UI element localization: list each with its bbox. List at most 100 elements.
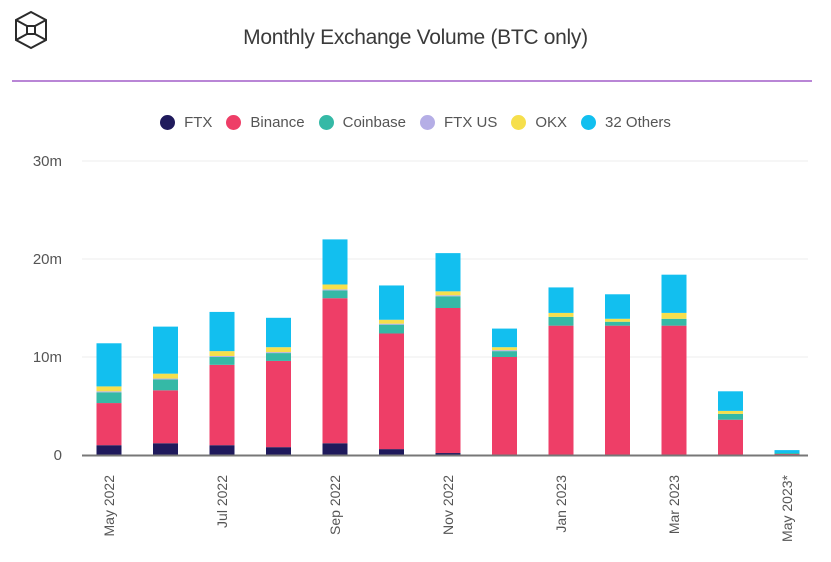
legend-label: OKX	[535, 114, 568, 131]
bar-segment-32-others[interactable]	[379, 285, 404, 320]
bar-segment-okx[interactable]	[605, 318, 630, 322]
x-tick-label: May 2023*	[779, 474, 795, 541]
bar-segment-32-others[interactable]	[492, 328, 517, 348]
bar-segment-coinbase[interactable]	[492, 351, 517, 357]
legend-label: 32 Others	[605, 114, 671, 131]
bar-segment-ftx-us[interactable]	[96, 391, 122, 393]
bar-segment-ftx[interactable]	[153, 443, 178, 455]
bar-stack	[548, 287, 574, 455]
legend-swatch	[581, 115, 597, 130]
bar-segment-okx[interactable]	[153, 373, 178, 379]
bar-segment-binance[interactable]	[266, 360, 291, 448]
bar-stack	[661, 274, 687, 455]
bar-segment-binance[interactable]	[435, 308, 461, 454]
bar-segment-32-others[interactable]	[718, 391, 743, 411]
bar-segment-ftx-us[interactable]	[153, 378, 178, 380]
legend-label: Binance	[250, 114, 305, 131]
bar-stack	[605, 294, 630, 455]
bar-segment-ftx[interactable]	[435, 453, 461, 455]
bar-segment-coinbase[interactable]	[322, 290, 348, 299]
legend-item-okx[interactable]: OKX	[511, 114, 567, 131]
x-tick-label: Nov 2022	[440, 475, 456, 535]
bar-segment-32-others[interactable]	[605, 294, 630, 319]
bar-segment-coinbase[interactable]	[379, 324, 404, 334]
x-tick-label: Mar 2023	[666, 475, 682, 534]
bar-segment-32-others[interactable]	[322, 239, 348, 285]
bar-segment-okx[interactable]	[661, 312, 687, 319]
legend-item-coinbase[interactable]: Coinbase	[318, 114, 407, 131]
bar-segment-32-others[interactable]	[96, 343, 122, 387]
legend-item-binance[interactable]: Binance	[226, 114, 305, 131]
bar-segment-32-others[interactable]	[266, 317, 291, 348]
bar-segment-32-others[interactable]	[209, 311, 235, 352]
bar-segment-binance[interactable]	[661, 325, 687, 455]
bar-stack	[492, 328, 517, 455]
bar-segment-ftx-us[interactable]	[322, 289, 348, 291]
bar-segment-ftx-us[interactable]	[266, 352, 291, 354]
bar-segment-okx[interactable]	[266, 347, 291, 353]
bar-segment-binance[interactable]	[153, 390, 178, 444]
bar-segment-binance[interactable]	[209, 364, 235, 446]
bar-segment-32-others[interactable]	[661, 274, 687, 313]
bar-segment-binance[interactable]	[548, 325, 574, 455]
bar-segment-binance[interactable]	[379, 333, 404, 450]
bar-segment-okx[interactable]	[209, 351, 235, 357]
legend-swatch	[318, 115, 334, 130]
legend-label: FTX	[184, 114, 213, 131]
bar-segment-32-others[interactable]	[153, 326, 178, 374]
legend-item-32-others[interactable]: 32 Others	[581, 114, 671, 131]
bar-segment-ftx-us[interactable]	[435, 295, 461, 297]
bar-segment-coinbase[interactable]	[209, 357, 235, 365]
x-tick-label: Jan 2023	[553, 475, 569, 533]
bar-segment-binance[interactable]	[322, 298, 348, 444]
legend-item-ftx[interactable]: FTX	[160, 114, 212, 131]
bar-segment-okx[interactable]	[718, 410, 743, 414]
y-tick-label: 0	[54, 447, 62, 464]
bar-segment-coinbase[interactable]	[774, 453, 800, 455]
chart-legend: FTX Binance Coinbase FTX US OKX 32 Others	[0, 114, 831, 131]
bar-segment-okx[interactable]	[379, 319, 404, 324]
bar-segment-32-others[interactable]	[435, 253, 461, 292]
bar-segment-32-others[interactable]	[774, 450, 800, 454]
bar-segment-coinbase[interactable]	[153, 379, 178, 391]
x-tick-label: May 2022	[101, 475, 117, 537]
bar-segment-coinbase[interactable]	[266, 353, 291, 361]
bar-segment-okx[interactable]	[96, 386, 122, 392]
bar-stack	[718, 391, 743, 455]
bar-stack	[209, 311, 235, 455]
bar-stack	[774, 450, 800, 455]
bar-segment-ftx[interactable]	[96, 445, 122, 455]
bar-segment-okx[interactable]	[435, 291, 461, 296]
bar-segment-32-others[interactable]	[548, 287, 574, 313]
bar-segment-coinbase[interactable]	[661, 318, 687, 326]
bar-segment-coinbase[interactable]	[548, 316, 574, 326]
bar-segment-ftx-us[interactable]	[379, 323, 404, 325]
bar-segment-ftx[interactable]	[322, 443, 348, 455]
bar-segment-binance[interactable]	[492, 357, 517, 455]
bar-segment-coinbase[interactable]	[718, 413, 743, 420]
chart-title: Monthly Exchange Volume (BTC only)	[243, 26, 588, 49]
bar-stack	[379, 285, 404, 455]
bar-segment-ftx-us[interactable]	[209, 356, 235, 357]
bar-segment-binance[interactable]	[605, 325, 630, 455]
bar-segment-coinbase[interactable]	[435, 296, 461, 308]
bar-stack	[96, 343, 122, 455]
bar-segment-ftx[interactable]	[209, 445, 235, 455]
bar-segment-ftx[interactable]	[266, 447, 291, 455]
bar-segment-coinbase[interactable]	[96, 392, 122, 404]
bar-segment-ftx-us[interactable]	[492, 350, 517, 352]
bar-segment-binance[interactable]	[718, 419, 743, 455]
bar-segment-okx[interactable]	[322, 284, 348, 290]
legend-swatch	[511, 115, 527, 130]
legend-swatch	[420, 115, 436, 130]
legend-label: Coinbase	[342, 114, 407, 131]
bar-segment-coinbase[interactable]	[605, 321, 630, 326]
legend-item-ftx-us[interactable]: FTX US	[420, 114, 497, 131]
y-tick-label: 10m	[33, 349, 62, 366]
bar-stack	[153, 326, 178, 455]
bar-segment-okx[interactable]	[548, 312, 574, 317]
bar-segment-okx[interactable]	[492, 347, 517, 351]
y-tick-label: 30m	[33, 153, 62, 170]
bar-segment-binance[interactable]	[96, 403, 122, 446]
bar-segment-ftx[interactable]	[379, 449, 404, 455]
